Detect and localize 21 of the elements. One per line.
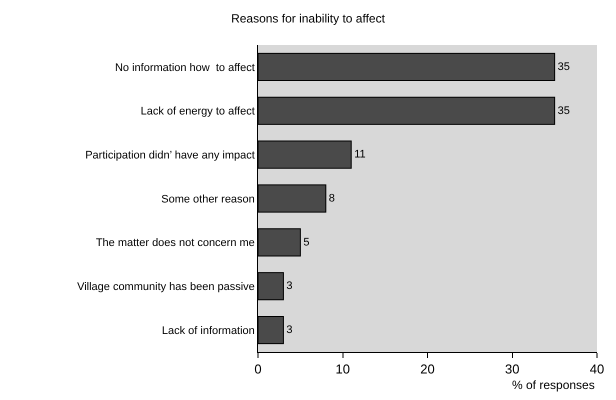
y-tick-label: Lack of energy to affect [140,106,255,118]
x-axis-title: % of responses [512,378,595,392]
y-tick-label: No information how to affect [114,62,255,74]
y-tick-label: Some other reason [161,193,255,206]
data-label: 8 [328,192,335,204]
x-tick-label: 40 [590,362,604,377]
data-label: 35 [558,104,570,117]
data-label: 5 [303,236,310,248]
data-label: 3 [286,280,293,292]
x-tick-label: 10 [336,362,350,377]
x-tick-label: 30 [505,362,520,377]
data-label: 3 [286,324,293,336]
chart-title: Reasons for inability to affect [231,11,386,26]
data-label: 11 [354,148,366,161]
data-label: 35 [558,60,570,73]
y-tick-label: Lack of information [162,324,255,337]
x-tick-label: 0 [254,362,262,377]
x-tick-label: 20 [420,362,435,377]
y-tick-label: Participation didn’ have any impact [85,149,255,162]
y-tick-label: The matter does not concern me [96,237,255,250]
y-tick-label: Village community has been passive [77,281,255,294]
